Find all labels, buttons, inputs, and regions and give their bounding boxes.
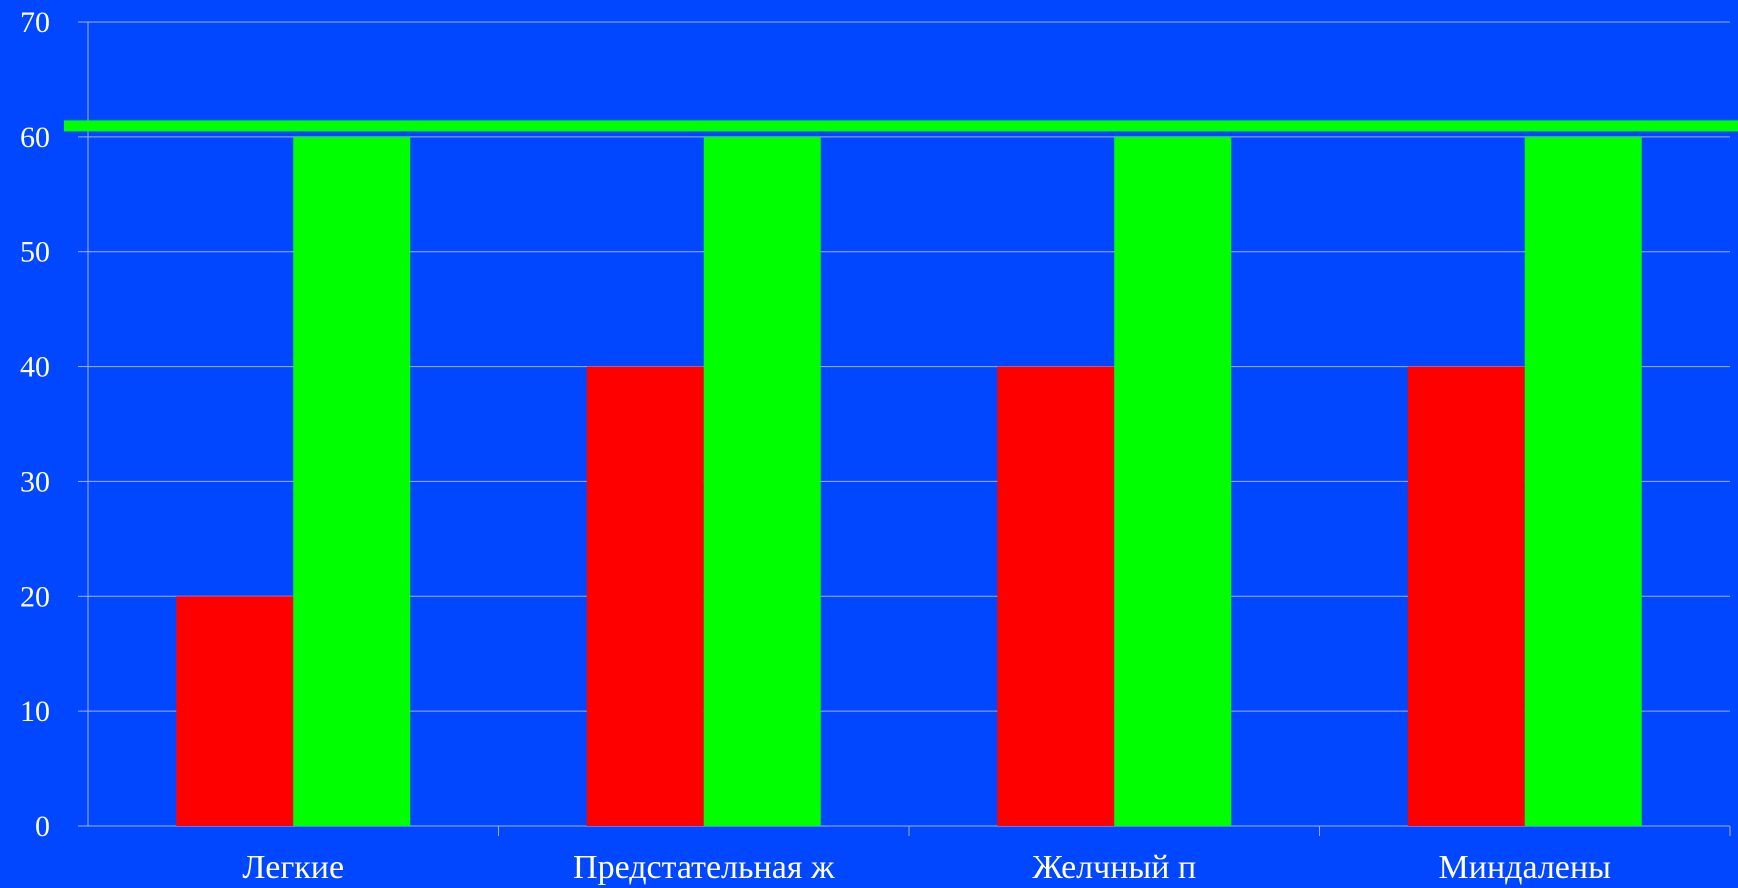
y-tick-label: 60 bbox=[20, 121, 50, 154]
y-tick-label: 20 bbox=[20, 580, 50, 613]
bar bbox=[176, 596, 294, 826]
x-axis-category-labels: Легкие Предстательная ж Желчный п Миндалены bbox=[242, 849, 1611, 886]
y-tick-label: 0 bbox=[35, 810, 50, 843]
y-tick-label: 40 bbox=[20, 351, 50, 384]
reference-line-group bbox=[64, 120, 1738, 132]
reference-line bbox=[64, 120, 1738, 132]
x-category-label: Миндалены bbox=[1439, 849, 1612, 886]
y-axis-tick-labels: 0 10 20 30 40 50 60 70 bbox=[20, 6, 50, 843]
bar bbox=[997, 366, 1115, 826]
y-tick-label: 50 bbox=[20, 236, 50, 269]
bar bbox=[586, 366, 704, 826]
bar bbox=[1114, 136, 1232, 826]
bar bbox=[293, 136, 411, 826]
y-tick-label: 70 bbox=[20, 6, 50, 39]
x-category-label: Желчный п bbox=[1032, 849, 1196, 886]
y-tick-label: 30 bbox=[20, 465, 50, 498]
x-category-label: Легкие bbox=[242, 849, 344, 886]
y-tick-label: 10 bbox=[20, 695, 50, 728]
bar bbox=[1407, 366, 1525, 826]
bar bbox=[1524, 136, 1642, 826]
bars bbox=[176, 136, 1642, 826]
x-category-label: Предстательная ж bbox=[573, 849, 835, 886]
bar bbox=[703, 136, 821, 826]
